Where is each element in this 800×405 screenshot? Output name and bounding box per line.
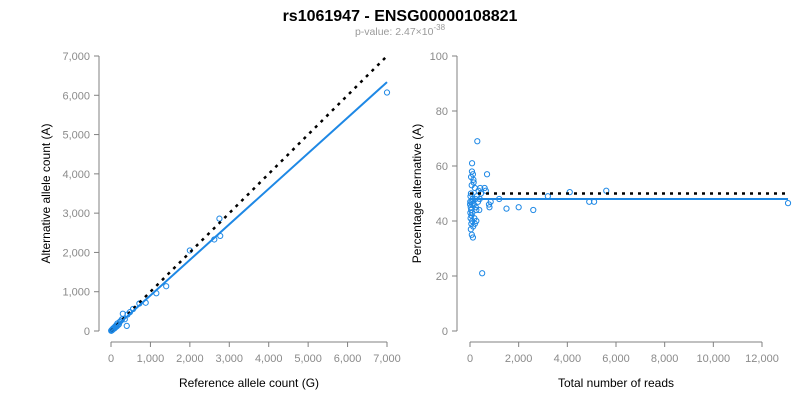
y-tick-label: 2,000 [62, 247, 90, 259]
data-point [481, 184, 488, 192]
data-point [469, 209, 476, 216]
x-tick-label: 7,000 [373, 353, 401, 365]
data-point [216, 215, 223, 222]
data-point [477, 184, 484, 192]
data-point [163, 283, 170, 290]
data-point [530, 206, 537, 214]
x-tick-label: 3,000 [216, 353, 244, 365]
data-point [468, 182, 475, 189]
y-axis-label: Percentage alternative (A) [410, 124, 424, 263]
y-tick-label: 100 [430, 51, 448, 63]
x-tick-label: 2,000 [505, 353, 533, 365]
y-axis-label: Alternative allele count (A) [39, 123, 53, 263]
x-tick-label: 6,000 [334, 353, 362, 365]
fit-line [110, 81, 388, 332]
data-point [123, 322, 130, 329]
p-value-text: p-value: 2.47×10 [355, 26, 434, 38]
data-point [469, 234, 477, 241]
data-point [473, 217, 480, 225]
x-tick-label: 2,000 [176, 353, 204, 365]
data-point [467, 209, 474, 216]
x-axis-label: Reference allele count (G) [179, 376, 319, 390]
data-point [486, 204, 493, 211]
data-point [515, 204, 522, 211]
x-tick-label: 0 [108, 353, 114, 365]
chart-title: rs1061947 - ENSG00000108821 [283, 8, 518, 25]
y-tick-label: 7,000 [62, 51, 90, 63]
data-point [566, 189, 573, 196]
data-point [485, 201, 493, 208]
x-tick-label: 4,000 [554, 353, 582, 365]
data-point [503, 205, 510, 212]
y-tick-label: 80 [436, 106, 448, 118]
chart-subtitle: p-value: 2.47×10-38 [355, 23, 446, 38]
y-tick-label: 0 [84, 326, 90, 338]
data-point [467, 201, 474, 208]
x-axis-label: Total number of reads [558, 376, 674, 390]
x-tick-label: 6,000 [602, 353, 630, 365]
y-tick-label: 40 [436, 216, 448, 228]
reference-line [110, 55, 388, 332]
data-point [467, 190, 475, 197]
plot-left: 0 1,000 2,000 3,000 4,000 5,000 6,000 7,000 0 1,0… [39, 51, 401, 390]
plot-right: 0 20 40 60 80 100 0 2,000 4,000 6,000 8,000 10,000 1… [410, 51, 792, 390]
y-tick-label: 4,000 [62, 169, 90, 181]
y-tick-label: 3,000 [62, 208, 90, 220]
y-tick-label: 1,000 [62, 287, 90, 299]
x-tick-label: 1,000 [137, 353, 165, 365]
data-point [483, 171, 491, 178]
x-tick-label: 0 [467, 353, 473, 365]
y-tick-label: 5,000 [62, 130, 90, 142]
data-point [479, 270, 486, 277]
y-tick-label: 60 [436, 161, 448, 173]
data-point [468, 160, 476, 167]
y-tick-label: 6,000 [62, 90, 90, 102]
p-value-exponent: -38 [433, 23, 445, 32]
y-tick-label: 20 [436, 271, 448, 283]
x-tick-label: 8,000 [651, 353, 679, 365]
x-tick-label: 10,000 [697, 353, 731, 365]
data-point [467, 226, 474, 233]
data-point [383, 89, 391, 96]
y-tick-label: 0 [442, 326, 448, 338]
data-point [784, 200, 792, 207]
x-tick-label: 12,000 [745, 353, 779, 365]
data-point [467, 173, 475, 181]
x-tick-label: 4,000 [255, 353, 283, 365]
x-tick-label: 5,000 [294, 353, 322, 365]
data-point [474, 138, 481, 145]
data-point [108, 327, 115, 334]
